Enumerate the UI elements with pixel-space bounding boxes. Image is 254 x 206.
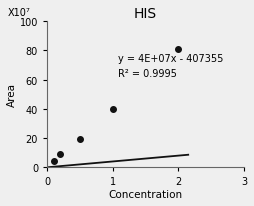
Point bbox=[78, 137, 82, 141]
Point bbox=[176, 48, 180, 51]
Point bbox=[52, 159, 56, 163]
Text: y = 4E+07x - 407355
R² = 0.9995: y = 4E+07x - 407355 R² = 0.9995 bbox=[118, 54, 223, 79]
Y-axis label: Area: Area bbox=[7, 83, 17, 107]
Point bbox=[111, 108, 115, 111]
X-axis label: Concentration: Concentration bbox=[108, 189, 183, 199]
Point bbox=[58, 153, 62, 156]
Text: X10⁷: X10⁷ bbox=[8, 8, 30, 18]
Title: HIS: HIS bbox=[134, 7, 157, 21]
